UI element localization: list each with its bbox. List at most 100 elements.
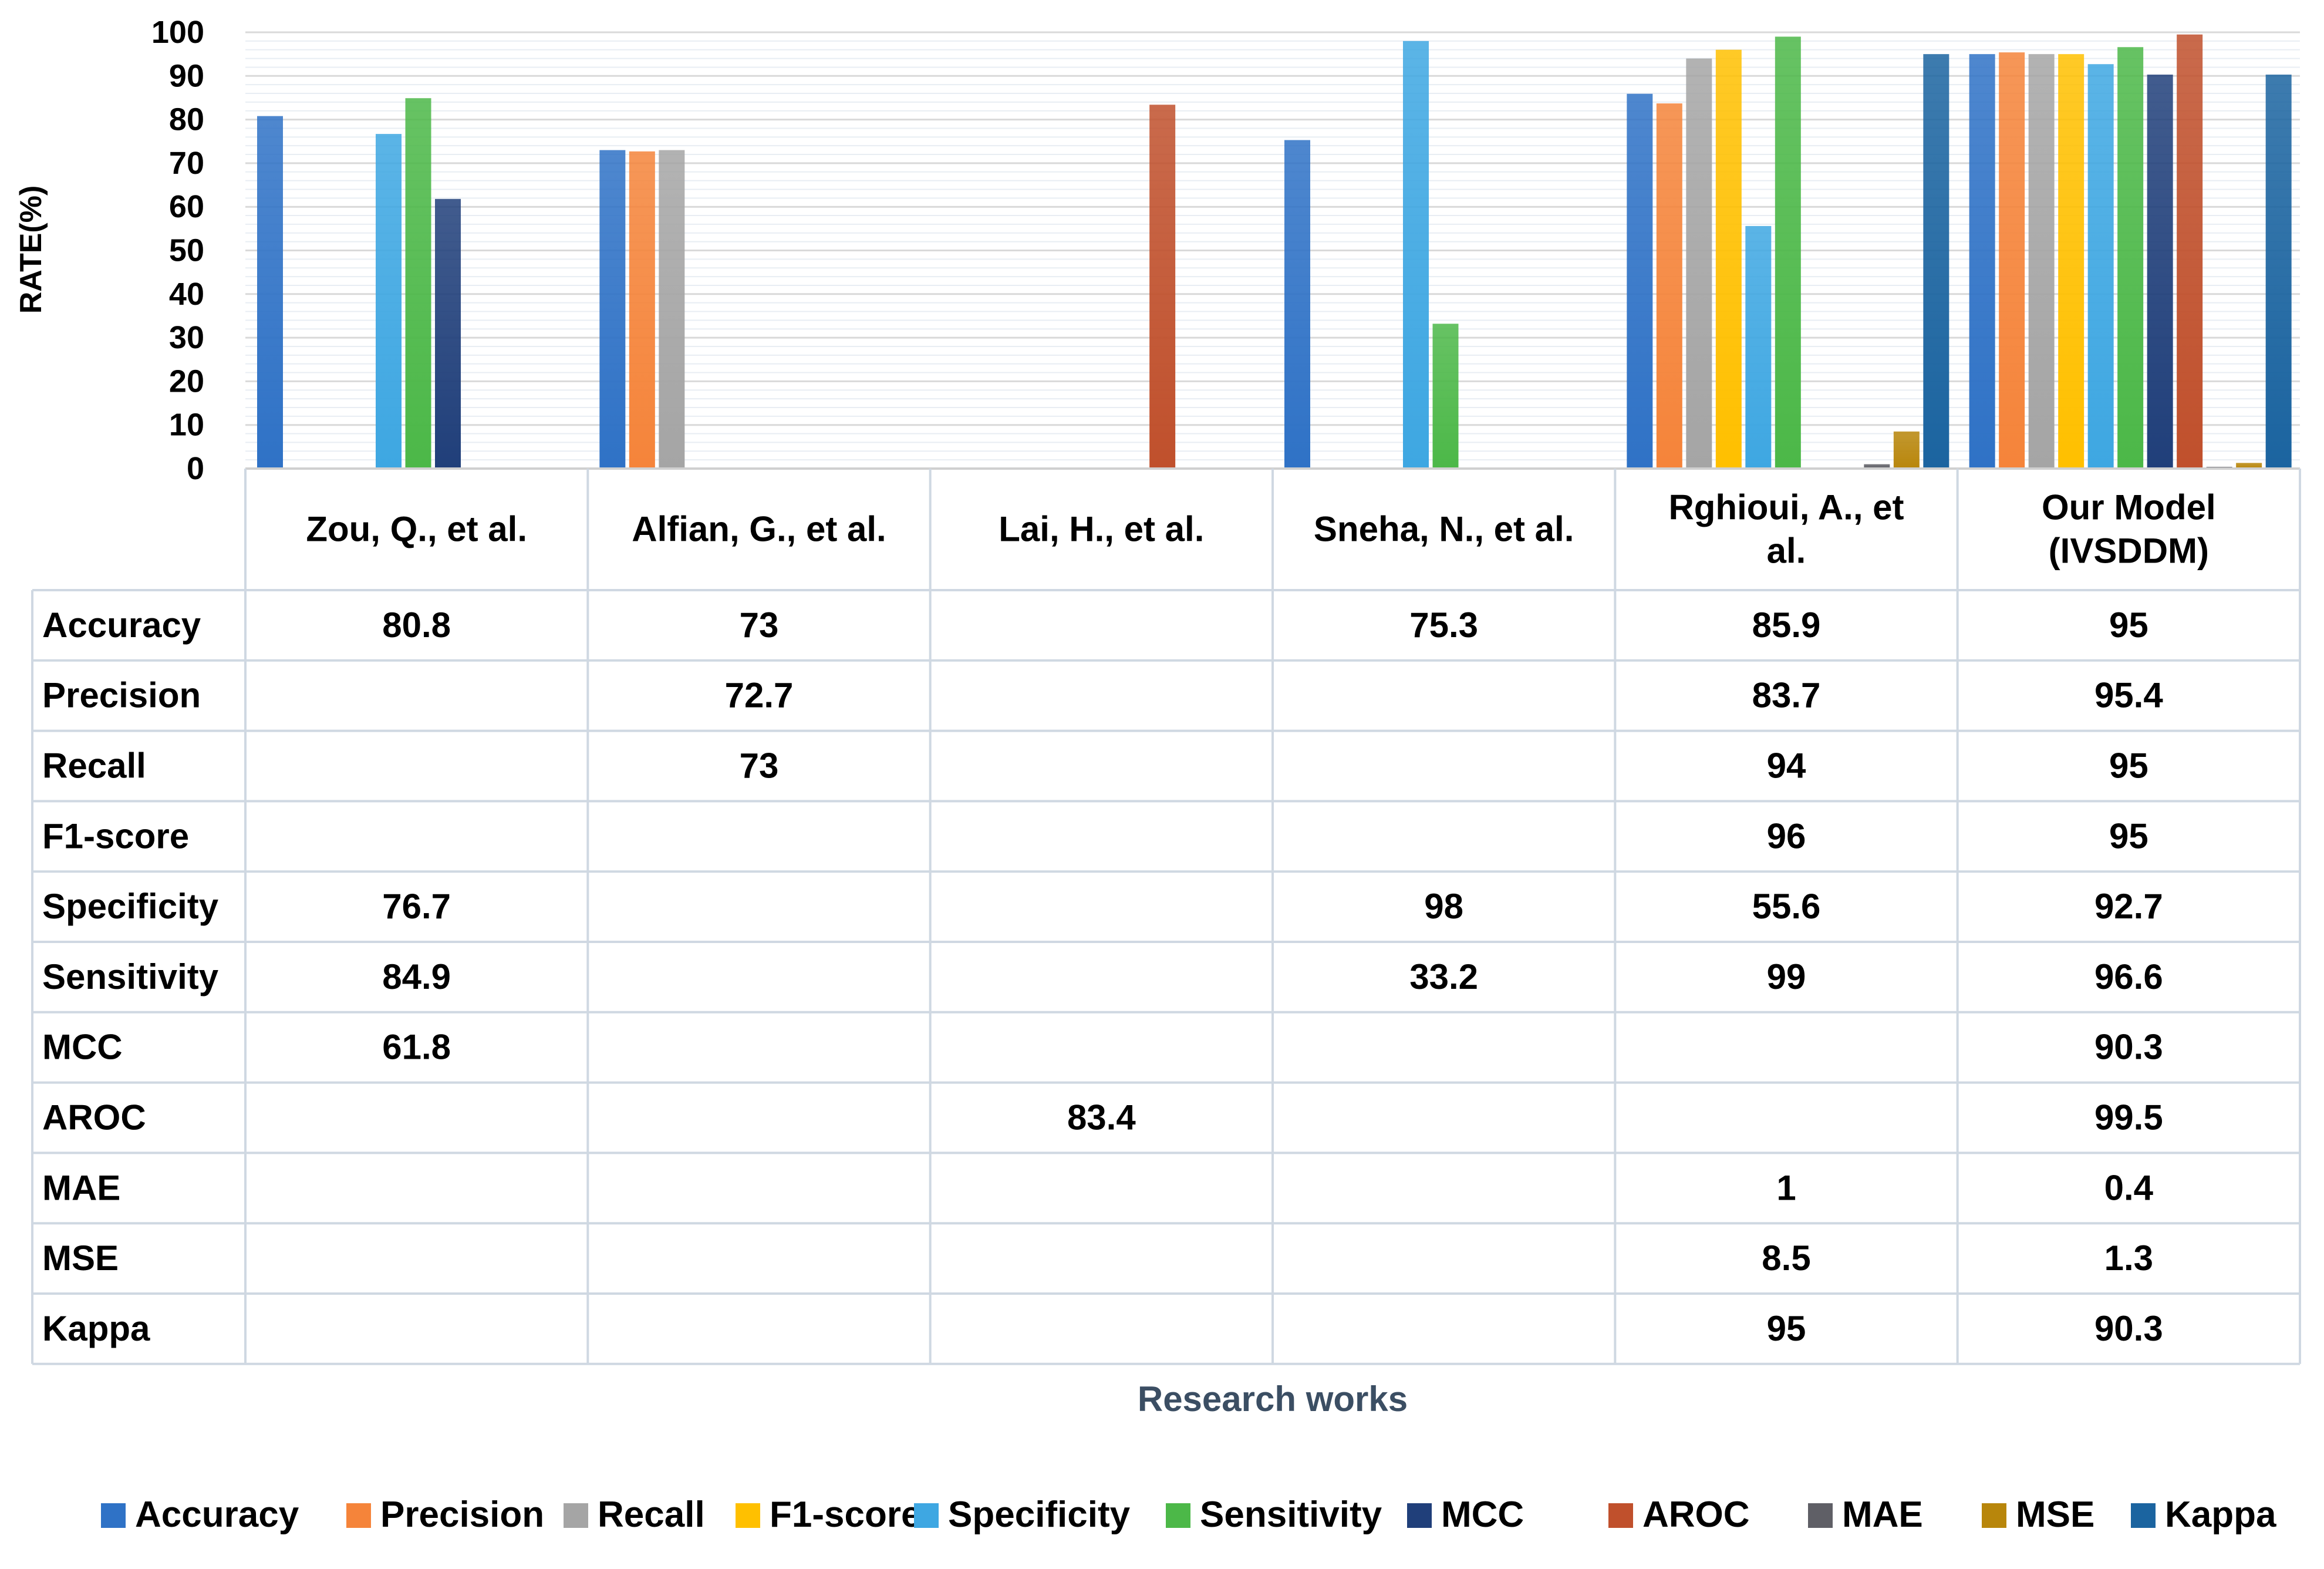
table-cell-kappa-rghioui-a-et-al: 95	[1767, 1309, 1806, 1348]
table-cell-accuracy-sneha-n-et-al: 75.3	[1409, 605, 1478, 645]
table-cell-mae-our-model-ivsddm: 0.4	[2104, 1168, 2154, 1207]
legend-label-accuracy: Accuracy	[135, 1494, 299, 1535]
table-cell-precision-rghioui-a-et-al: 83.7	[1752, 676, 1821, 715]
legend-swatch-specificity	[914, 1503, 939, 1528]
table-cell-mse-rghioui-a-et-al: 8.5	[1762, 1238, 1810, 1278]
bar-specificity-zou-q-et-al	[376, 134, 402, 469]
bar-specificity-our-model-ivsddm	[2087, 64, 2114, 469]
bar-sensitivity-our-model-ivsddm	[2117, 47, 2144, 469]
y-tick-label-40: 40	[169, 277, 204, 312]
legend-swatch-sensitivity	[1166, 1503, 1190, 1528]
table-cell-accuracy-alfian-g-et-al: 73	[740, 605, 779, 645]
bar-accuracy-our-model-ivsddm	[1969, 54, 1995, 469]
table-cell-recall-our-model-ivsddm: 95	[2109, 746, 2148, 786]
table-row-header-sensitivity: Sensitivity	[42, 957, 219, 996]
legend-swatch-aroc	[1608, 1503, 1633, 1528]
legend-label-aroc: AROC	[1642, 1494, 1750, 1535]
table-cell-sensitivity-our-model-ivsddm: 96.6	[2094, 957, 2163, 996]
bar-mse-rghioui-a-et-al	[1893, 431, 1920, 469]
table-cell-recall-alfian-g-et-al: 73	[740, 746, 779, 786]
bar-mcc-our-model-ivsddm	[2147, 75, 2173, 469]
table-cell-recall-rghioui-a-et-al: 94	[1767, 746, 1806, 786]
bar-recall-alfian-g-et-al	[659, 150, 685, 469]
legend-label-sensitivity: Sensitivity	[1200, 1494, 1382, 1535]
table-row-header-precision: Precision	[42, 676, 201, 715]
legend-label-mae: MAE	[1842, 1494, 1923, 1535]
bar-aroc-our-model-ivsddm	[2177, 34, 2203, 469]
y-tick-label-80: 80	[169, 102, 204, 137]
category-label-zou-q-et-al: Zou, Q., et al.	[306, 510, 527, 549]
data-table: Zou, Q., et al. Alfian, G., et al. Lai, H.…	[31, 469, 2301, 1365]
table-cell-sensitivity-zou-q-et-al: 84.9	[382, 957, 451, 996]
legend-swatch-f1-score	[736, 1503, 760, 1528]
bar-precision-alfian-g-et-al	[629, 151, 655, 469]
bar-f1-score-our-model-ivsddm	[2058, 54, 2084, 469]
legend-label-kappa: Kappa	[2165, 1494, 2276, 1535]
table-row-header-mae: MAE	[42, 1168, 120, 1207]
x-axis-label: Research works	[1138, 1379, 1408, 1419]
category-label-lai-h-et-al: Lai, H., et al.	[999, 510, 1204, 549]
table-cell-accuracy-rghioui-a-et-al: 85.9	[1752, 605, 1821, 645]
y-tick-label-60: 60	[169, 189, 204, 224]
legend-swatch-precision	[346, 1503, 371, 1528]
table-cell-f1-score-rghioui-a-et-al: 96	[1767, 816, 1806, 856]
table-cell-sensitivity-rghioui-a-et-al: 99	[1767, 957, 1806, 996]
table-cell-sensitivity-sneha-n-et-al: 33.2	[1409, 957, 1478, 996]
category-label-alfian-g-et-al: Alfian, G., et al.	[632, 510, 886, 549]
bar-sensitivity-zou-q-et-al	[405, 98, 431, 469]
legend-swatch-mcc	[1407, 1503, 1432, 1528]
y-tick-label-20: 20	[169, 363, 204, 399]
legend-label-mcc: MCC	[1441, 1494, 1524, 1535]
bar-accuracy-sneha-n-et-al	[1284, 140, 1310, 469]
legend-swatch-mae	[1808, 1503, 1833, 1528]
bar-kappa-our-model-ivsddm	[2265, 75, 2292, 469]
table-cell-specificity-our-model-ivsddm: 92.7	[2094, 887, 2163, 926]
table-row-header-f1-score: F1-score	[42, 816, 189, 856]
table-cell-f1-score-our-model-ivsddm: 95	[2109, 816, 2148, 856]
y-axis-label: RATE(%)	[14, 186, 48, 314]
table-cell-specificity-zou-q-et-al: 76.7	[382, 887, 451, 926]
category-label-rghioui-a-et-al: al.	[1767, 531, 1806, 571]
legend-label-precision: Precision	[380, 1494, 544, 1535]
y-tick-label-90: 90	[169, 58, 204, 93]
table-cell-specificity-rghioui-a-et-al: 55.6	[1752, 887, 1821, 926]
bar-mae-rghioui-a-et-al	[1864, 464, 1890, 469]
legend-label-mse: MSE	[2016, 1494, 2094, 1535]
legend-swatch-mse	[1982, 1503, 2006, 1528]
bar-recall-rghioui-a-et-al	[1686, 58, 1712, 469]
category-label-our-model-ivsddm: Our Model	[2042, 488, 2216, 527]
table-cell-aroc-our-model-ivsddm: 99.5	[2094, 1098, 2163, 1137]
table-cell-precision-alfian-g-et-al: 72.7	[725, 676, 794, 715]
bar-sensitivity-sneha-n-et-al	[1432, 324, 1459, 469]
bar-f1-score-rghioui-a-et-al	[1715, 49, 1742, 469]
table-row-header-mcc: MCC	[42, 1028, 123, 1067]
table-cell-kappa-our-model-ivsddm: 90.3	[2094, 1309, 2163, 1348]
legend-label-f1-score: F1-score	[770, 1494, 921, 1535]
bar-mcc-zou-q-et-al	[435, 198, 461, 469]
bar-accuracy-alfian-g-et-al	[599, 150, 626, 469]
table-cell-accuracy-zou-q-et-al: 80.8	[382, 605, 451, 645]
table-cell-accuracy-our-model-ivsddm: 95	[2109, 605, 2148, 645]
category-label-sneha-n-et-al: Sneha, N., et al.	[1314, 510, 1574, 549]
legend-swatch-kappa	[2131, 1503, 2156, 1528]
bar-precision-rghioui-a-et-al	[1656, 103, 1682, 469]
table-cell-precision-our-model-ivsddm: 95.4	[2094, 676, 2163, 715]
legend-label-specificity: Specificity	[948, 1494, 1131, 1535]
bar-aroc-lai-h-et-al	[1149, 105, 1176, 469]
legend-swatch-accuracy	[101, 1503, 126, 1528]
table-row-header-aroc: AROC	[42, 1098, 146, 1137]
legend-swatch-recall	[564, 1503, 588, 1528]
table-cell-mse-our-model-ivsddm: 1.3	[2104, 1238, 2153, 1278]
bar-specificity-rghioui-a-et-al	[1745, 225, 1772, 469]
y-tick-label-100: 100	[151, 15, 204, 50]
legend: Accuracy Precision Recall F1-score Specifici…	[101, 1494, 2276, 1535]
bars	[257, 34, 2292, 469]
bar-accuracy-rghioui-a-et-al	[1627, 93, 1653, 469]
bar-mse-our-model-ivsddm	[2236, 463, 2262, 469]
table-row-header-recall: Recall	[42, 746, 146, 786]
bar-specificity-sneha-n-et-al	[1403, 41, 1429, 469]
bar-kappa-rghioui-a-et-al	[1923, 54, 1949, 469]
y-tick-label-30: 30	[169, 320, 204, 355]
y-tick-label-0: 0	[187, 451, 204, 486]
